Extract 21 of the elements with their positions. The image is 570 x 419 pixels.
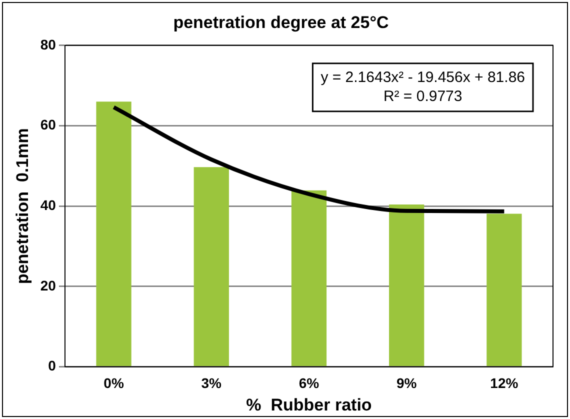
y-tick-label: 0 [48,358,56,374]
y-axis-title: penetration 0.1mm [12,128,32,284]
bar [389,204,424,366]
x-tick-label: 12% [490,375,519,392]
x-tick-label: 6% [298,375,320,392]
annotation: R² = 0.9773 [383,88,462,106]
y-tick-label: 80 [40,36,56,52]
bar [291,190,327,366]
x-tick-label: 9% [396,375,418,392]
x-tick-label: 0% [104,375,124,392]
chart-title: penetration degree at 25°C [173,12,389,32]
bar [486,214,522,366]
y-tick-label: 40 [40,196,56,213]
annotation: y = 2.1643x² - 19.456x + 81.86 [320,69,525,86]
bar [96,102,132,366]
x-axis-title: % Rubber ratio [246,395,372,414]
line-series [112,105,506,214]
x-tick-label: 3% [201,375,222,392]
bar [194,167,229,366]
y-tick-label: 20 [40,277,56,294]
y-tick-label: 60 [40,116,56,133]
